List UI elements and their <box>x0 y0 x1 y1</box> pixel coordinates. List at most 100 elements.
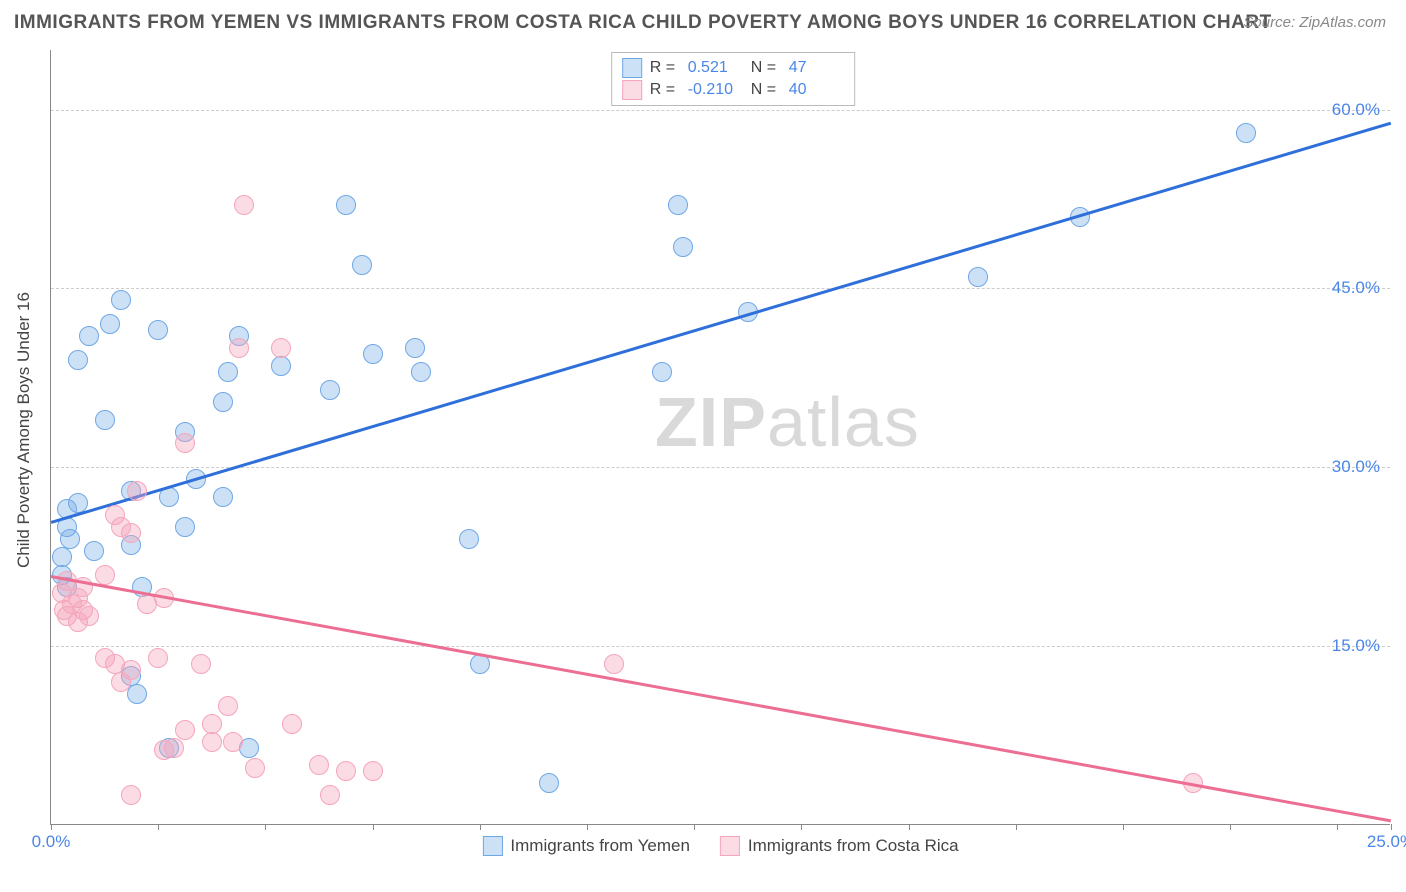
data-point-yemen <box>363 344 383 364</box>
data-point-costarica <box>245 758 265 778</box>
data-point-yemen <box>175 517 195 537</box>
n-label: N = <box>751 81 781 99</box>
swatch-yemen <box>622 58 642 78</box>
data-point-yemen <box>1236 123 1256 143</box>
x-tick <box>158 824 159 830</box>
trend-line-yemen <box>51 122 1392 524</box>
stats-row-yemen: R = 0.521 N = 47 <box>622 57 844 79</box>
data-point-yemen <box>218 362 238 382</box>
x-tick <box>265 824 266 830</box>
r-value-costarica: -0.210 <box>688 81 743 99</box>
data-point-yemen <box>213 487 233 507</box>
watermark-prefix: ZIP <box>655 383 767 461</box>
data-point-costarica <box>309 755 329 775</box>
data-point-yemen <box>405 338 425 358</box>
x-tick <box>51 824 52 830</box>
data-point-costarica <box>202 714 222 734</box>
y-axis-label: Child Poverty Among Boys Under 16 <box>14 292 34 568</box>
data-point-yemen <box>968 267 988 287</box>
data-point-costarica <box>320 785 340 805</box>
n-value-costarica: 40 <box>789 81 844 99</box>
x-tick <box>1337 824 1338 830</box>
data-point-yemen <box>213 392 233 412</box>
x-tick <box>1391 824 1392 830</box>
data-point-yemen <box>336 195 356 215</box>
y-tick-label: 45.0% <box>1332 278 1380 298</box>
data-point-yemen <box>100 314 120 334</box>
data-point-yemen <box>111 290 131 310</box>
data-point-costarica <box>175 720 195 740</box>
data-point-costarica <box>148 648 168 668</box>
stats-row-costarica: R = -0.210 N = 40 <box>622 79 844 101</box>
data-point-costarica <box>127 481 147 501</box>
data-point-costarica <box>604 654 624 674</box>
r-label: R = <box>650 59 680 77</box>
data-point-yemen <box>127 684 147 704</box>
y-tick-label: 60.0% <box>1332 100 1380 120</box>
data-point-costarica <box>218 696 238 716</box>
legend-label-yemen: Immigrants from Yemen <box>510 836 690 856</box>
y-tick-label: 30.0% <box>1332 457 1380 477</box>
data-point-yemen <box>539 773 559 793</box>
data-point-costarica <box>363 761 383 781</box>
data-point-yemen <box>411 362 431 382</box>
chart-title: IMMIGRANTS FROM YEMEN VS IMMIGRANTS FROM… <box>14 12 1272 34</box>
trend-line-costarica <box>51 575 1391 822</box>
data-point-yemen <box>79 326 99 346</box>
data-point-yemen <box>668 195 688 215</box>
plot-area: ZIPatlas R =0.521N =47R =-0.210N =40 Imm… <box>50 50 1390 825</box>
data-point-yemen <box>148 320 168 340</box>
data-point-yemen <box>459 529 479 549</box>
data-point-costarica <box>223 732 243 752</box>
data-point-costarica <box>121 660 141 680</box>
data-point-costarica <box>202 732 222 752</box>
x-tick <box>1016 824 1017 830</box>
data-point-yemen <box>652 362 672 382</box>
data-point-yemen <box>673 237 693 257</box>
stats-box: R = 0.521 N = 47 R = -0.210 N = 40 <box>611 52 855 106</box>
x-tick <box>694 824 695 830</box>
y-tick-label: 15.0% <box>1332 636 1380 656</box>
data-point-costarica <box>336 761 356 781</box>
data-point-yemen <box>95 410 115 430</box>
x-tick <box>480 824 481 830</box>
legend-swatch-costarica <box>720 836 740 856</box>
legend-item-costarica: Immigrants from Costa Rica <box>720 836 959 856</box>
data-point-costarica <box>175 433 195 453</box>
data-point-costarica <box>95 565 115 585</box>
data-point-costarica <box>191 654 211 674</box>
data-point-costarica <box>282 714 302 734</box>
data-point-costarica <box>121 523 141 543</box>
n-label: N = <box>751 59 781 77</box>
x-tick-label: 0.0% <box>32 832 71 852</box>
x-tick <box>1123 824 1124 830</box>
data-point-costarica <box>121 785 141 805</box>
data-point-costarica <box>229 338 249 358</box>
r-value-yemen: 0.521 <box>688 59 743 77</box>
gridline <box>51 110 1390 111</box>
source-attribution: Source: ZipAtlas.com <box>1243 14 1386 31</box>
data-point-costarica <box>271 338 291 358</box>
x-tick <box>1230 824 1231 830</box>
data-point-yemen <box>52 547 72 567</box>
x-tick <box>801 824 802 830</box>
swatch-costarica <box>622 80 642 100</box>
n-value-yemen: 47 <box>789 59 844 77</box>
legend-label-costarica: Immigrants from Costa Rica <box>748 836 959 856</box>
data-point-yemen <box>68 350 88 370</box>
r-label: R = <box>650 81 680 99</box>
gridline <box>51 288 1390 289</box>
data-point-yemen <box>271 356 291 376</box>
data-point-costarica <box>79 606 99 626</box>
legend-item-yemen: Immigrants from Yemen <box>482 836 690 856</box>
watermark: ZIPatlas <box>655 382 920 462</box>
x-tick <box>587 824 588 830</box>
source-value: ZipAtlas.com <box>1299 14 1386 31</box>
data-point-costarica <box>234 195 254 215</box>
data-point-yemen <box>320 380 340 400</box>
gridline <box>51 467 1390 468</box>
x-tick <box>909 824 910 830</box>
source-label: Source: <box>1243 14 1299 31</box>
x-tick-label: 25.0% <box>1367 832 1406 852</box>
watermark-suffix: atlas <box>767 383 920 461</box>
